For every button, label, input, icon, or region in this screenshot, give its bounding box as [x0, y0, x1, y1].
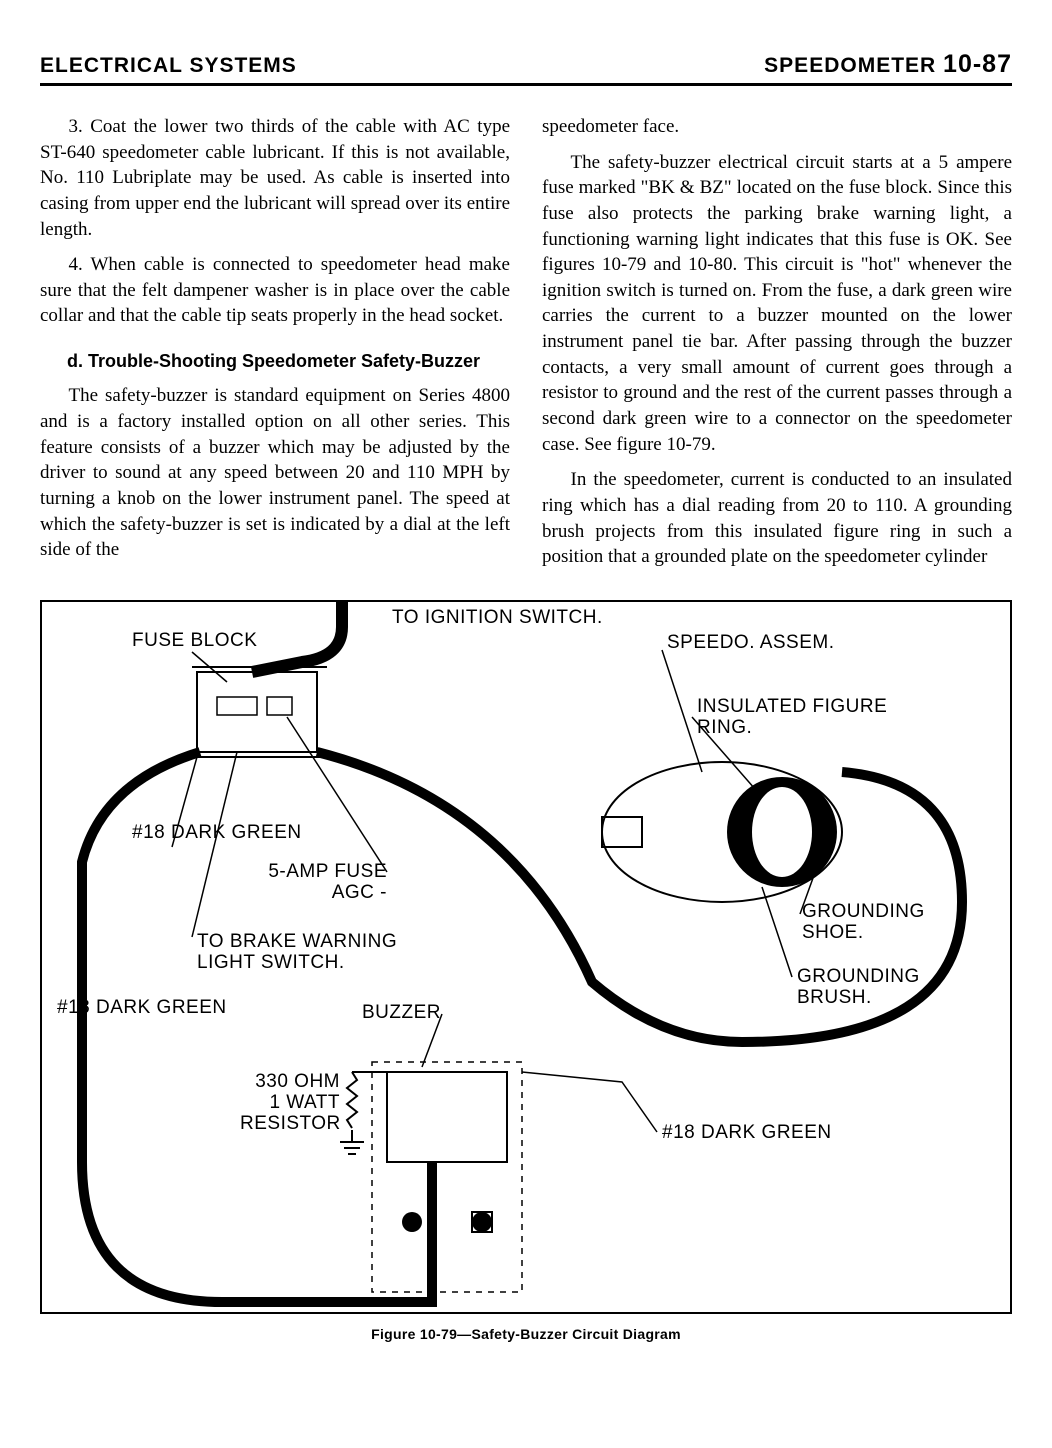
header-left: ELECTRICAL SYSTEMS — [40, 54, 297, 78]
figure-caption: Figure 10-79—Safety-Buzzer Circuit Diagr… — [40, 1326, 1012, 1342]
right-para-2: The safety-buzzer electrical circuit sta… — [542, 150, 1012, 458]
page-header: ELECTRICAL SYSTEMS SPEEDOMETER 10-87 — [40, 50, 1012, 86]
right-para-3: In the speedometer, current is conducted… — [542, 467, 1012, 570]
left-para-3: The safety-buzzer is standard equipment … — [40, 383, 510, 562]
header-section-word: SPEEDOMETER — [764, 54, 936, 77]
circuit-diagram-figure: TO IGNITION SWITCH. FUSE BLOCK SPEEDO. A… — [40, 600, 1012, 1314]
left-para-2: 4. When cable is connected to speedomete… — [40, 252, 510, 329]
header-right: SPEEDOMETER 10-87 — [764, 50, 1012, 79]
right-para-1: speedometer face. — [542, 114, 1012, 140]
page-number: 10-87 — [943, 50, 1012, 78]
subheading: d. Trouble-Shooting Speedometer Safety-B… — [67, 349, 510, 373]
right-column: speedometer face. The safety-buzzer elec… — [542, 114, 1012, 580]
body-columns: 3. Coat the lower two thirds of the cabl… — [40, 114, 1012, 580]
left-column: 3. Coat the lower two thirds of the cabl… — [40, 114, 510, 580]
circuit-diagram-svg — [42, 602, 1010, 1312]
left-para-1: 3. Coat the lower two thirds of the cabl… — [40, 114, 510, 242]
